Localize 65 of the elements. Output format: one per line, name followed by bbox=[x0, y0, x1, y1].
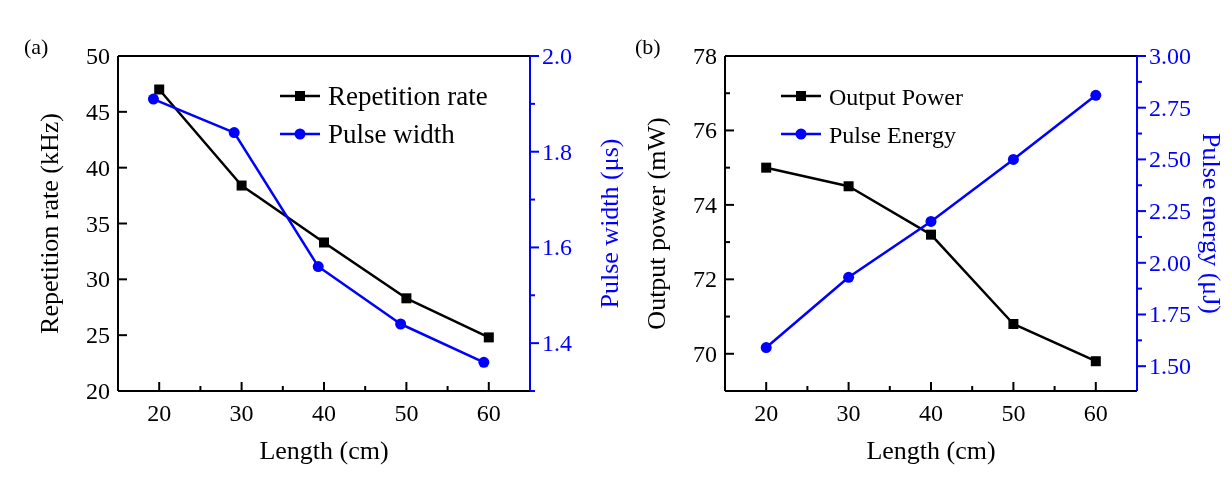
point bbox=[843, 181, 854, 192]
y2-tick-label: 1.75 bbox=[1149, 301, 1191, 328]
point bbox=[395, 318, 407, 330]
legend-label: Pulse Energy bbox=[829, 122, 956, 148]
legend-label: Output Power bbox=[829, 84, 963, 110]
y2-tick-label: 2.25 bbox=[1149, 198, 1191, 225]
point bbox=[1090, 356, 1101, 367]
y-axis-title: Repetition rate (kHz) bbox=[35, 113, 64, 334]
y-tick-label: 72 bbox=[693, 266, 717, 293]
x-tick-label: 40 bbox=[312, 400, 336, 426]
y-tick-label: 35 bbox=[86, 210, 110, 237]
y2-axis-title: Pulse energy (μJ) bbox=[1197, 133, 1226, 314]
y2-tick-label: 1.50 bbox=[1149, 353, 1191, 380]
x-tick-label: 30 bbox=[836, 400, 861, 426]
point bbox=[1008, 319, 1019, 329]
y-tick-label: 50 bbox=[86, 43, 110, 69]
point bbox=[1090, 89, 1102, 101]
point bbox=[1007, 153, 1019, 165]
y-axis-title: Output power (mW) bbox=[642, 117, 671, 330]
point bbox=[236, 180, 247, 191]
y2-tick-label: 2.0 bbox=[542, 43, 572, 69]
x-axis-title: Length (cm) bbox=[259, 436, 389, 465]
legend-label: Pulse width bbox=[328, 119, 456, 149]
x-tick-label: 60 bbox=[476, 400, 501, 426]
text: (b) bbox=[635, 34, 661, 59]
y2-tick-label: 1.8 bbox=[542, 138, 572, 165]
x-axis-title: Length (cm) bbox=[866, 436, 996, 465]
y2-tick-label: 3.00 bbox=[1149, 43, 1191, 69]
y2-tick-label: 2.50 bbox=[1149, 146, 1191, 173]
point bbox=[843, 271, 855, 283]
point bbox=[925, 215, 937, 227]
point bbox=[483, 332, 494, 343]
point bbox=[401, 293, 412, 304]
point bbox=[147, 93, 159, 105]
point bbox=[319, 237, 329, 248]
text: (a) bbox=[24, 34, 49, 59]
point bbox=[154, 84, 165, 95]
y2-tick-label: 2.00 bbox=[1149, 249, 1191, 276]
x-tick-label: 50 bbox=[394, 400, 419, 426]
point bbox=[312, 261, 324, 273]
y-tick-label: 70 bbox=[693, 340, 717, 367]
x-tick-label: 20 bbox=[754, 400, 779, 426]
y2-tick-label: 1.6 bbox=[542, 234, 572, 261]
x-tick-label: 40 bbox=[919, 400, 943, 426]
y-tick-label: 74 bbox=[693, 191, 717, 218]
point bbox=[760, 342, 772, 354]
legend-label: Repetition rate bbox=[328, 81, 488, 111]
y-tick-label: 45 bbox=[86, 98, 110, 125]
x-tick-label: 30 bbox=[229, 400, 254, 426]
y2-tick-label: 1.4 bbox=[542, 330, 572, 357]
point bbox=[761, 162, 772, 173]
y-tick-label: 20 bbox=[86, 378, 110, 404]
y-tick-label: 40 bbox=[86, 154, 110, 181]
y2-tick-label: 2.75 bbox=[1149, 94, 1191, 121]
y-tick-label: 25 bbox=[86, 322, 110, 349]
point bbox=[926, 229, 936, 240]
y-tick-label: 76 bbox=[693, 117, 717, 144]
point bbox=[228, 127, 240, 139]
y-tick-label: 30 bbox=[86, 266, 110, 293]
point bbox=[478, 356, 490, 368]
x-tick-label: 60 bbox=[1083, 400, 1108, 426]
y2-axis-title: Pulse width (μs) bbox=[595, 138, 624, 309]
y-tick-label: 78 bbox=[693, 43, 717, 69]
x-tick-label: 20 bbox=[147, 400, 172, 426]
x-tick-label: 50 bbox=[1001, 400, 1026, 426]
